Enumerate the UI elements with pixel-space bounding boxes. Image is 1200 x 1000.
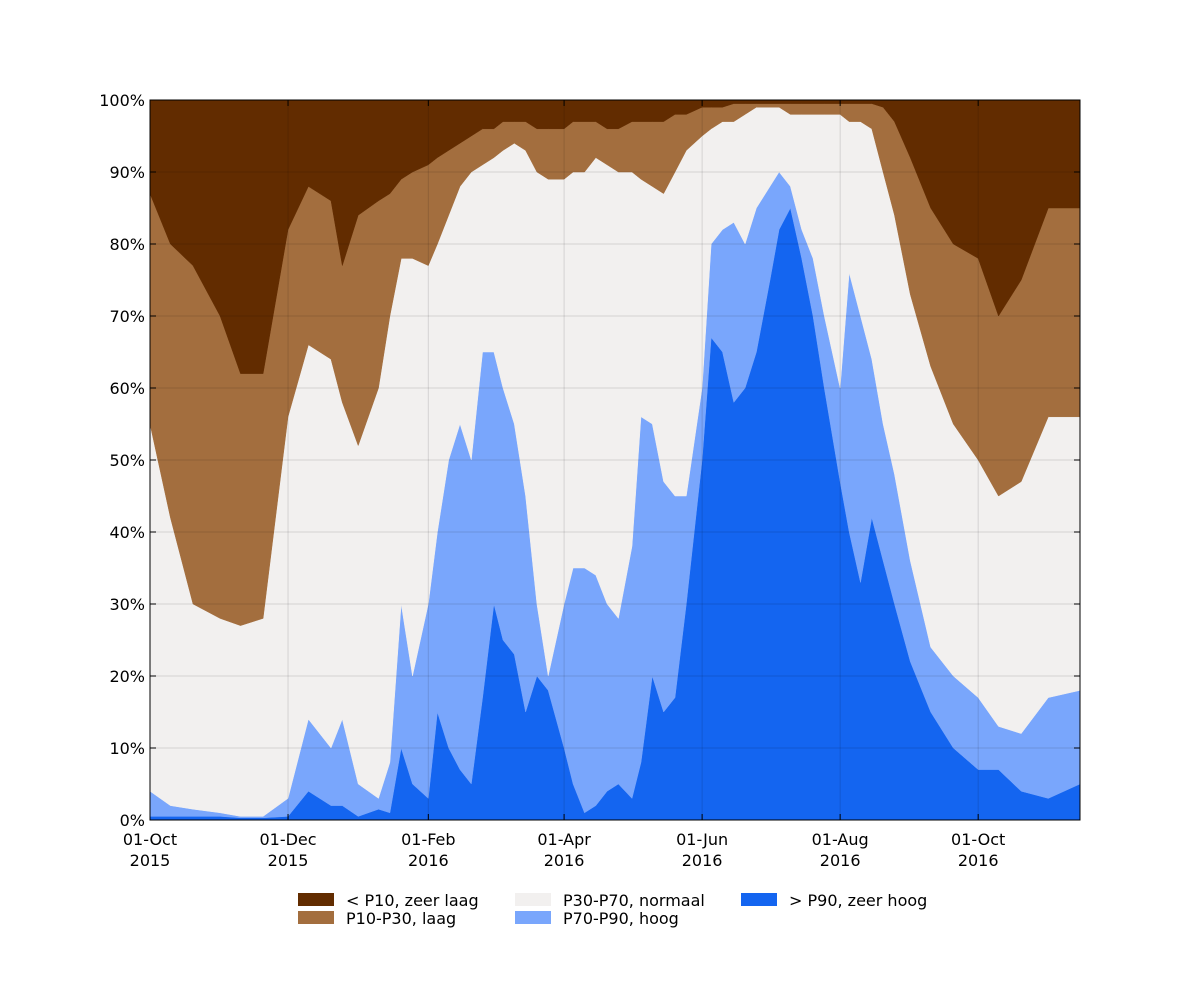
legend-label: P70-P90, hoog bbox=[563, 909, 679, 928]
x-tick-label-year: 2016 bbox=[682, 851, 723, 870]
y-tick-label: 70% bbox=[109, 307, 145, 326]
y-axis: 0% 10% 20% 30% 40% 50% 60% 70% 80% 90% 100% bbox=[99, 91, 1080, 830]
legend-swatch bbox=[298, 893, 334, 906]
y-tick-label: 80% bbox=[109, 235, 145, 254]
legend-item: P70-P90, hoog bbox=[515, 909, 679, 928]
y-tick-label: 0% bbox=[120, 811, 145, 830]
y-tick-label: 10% bbox=[109, 739, 145, 758]
x-tick-label-month: 01-Apr bbox=[537, 830, 591, 849]
y-tick-label: 20% bbox=[109, 667, 145, 686]
x-tick-label-month: 01-Oct bbox=[123, 830, 177, 849]
legend-swatch bbox=[298, 911, 334, 924]
legend-swatch bbox=[515, 911, 551, 924]
y-tick-label: 40% bbox=[109, 523, 145, 542]
legend-item: < P10, zeer laag bbox=[298, 891, 479, 910]
x-tick-label-year: 2016 bbox=[408, 851, 449, 870]
legend-item: P30-P70, normaal bbox=[515, 891, 705, 910]
legend-label: > P90, zeer hoog bbox=[789, 891, 927, 910]
x-tick-label-year: 2016 bbox=[958, 851, 999, 870]
x-tick-label-year: 2016 bbox=[544, 851, 585, 870]
legend-swatch bbox=[515, 893, 551, 906]
x-tick-label-year: 2016 bbox=[820, 851, 861, 870]
legend-label: P10-P30, laag bbox=[346, 909, 456, 928]
y-tick-label: 100% bbox=[99, 91, 145, 110]
y-tick-label: 60% bbox=[109, 379, 145, 398]
x-axis: 01-Oct 2015 01-Dec 2015 01-Feb 2016 01-Apr 2016… bbox=[123, 100, 1005, 870]
legend-item: > P90, zeer hoog bbox=[741, 891, 927, 910]
x-tick-label-month: 01-Oct bbox=[951, 830, 1005, 849]
x-tick-label-month: 01-Dec bbox=[259, 830, 316, 849]
y-tick-label: 90% bbox=[109, 163, 145, 182]
y-tick-label: 30% bbox=[109, 595, 145, 614]
y-tick-label: 50% bbox=[109, 451, 145, 470]
x-tick-label-year: 2015 bbox=[268, 851, 309, 870]
x-tick-label-year: 2015 bbox=[130, 851, 171, 870]
legend-item: P10-P30, laag bbox=[298, 909, 456, 928]
legend-label: < P10, zeer laag bbox=[346, 891, 479, 910]
x-tick-label-month: 01-Aug bbox=[812, 830, 869, 849]
x-tick-label-month: 01-Feb bbox=[401, 830, 455, 849]
legend-label: P30-P70, normaal bbox=[563, 891, 705, 910]
x-tick-label-month: 01-Jun bbox=[676, 830, 728, 849]
legend-swatch bbox=[741, 893, 777, 906]
